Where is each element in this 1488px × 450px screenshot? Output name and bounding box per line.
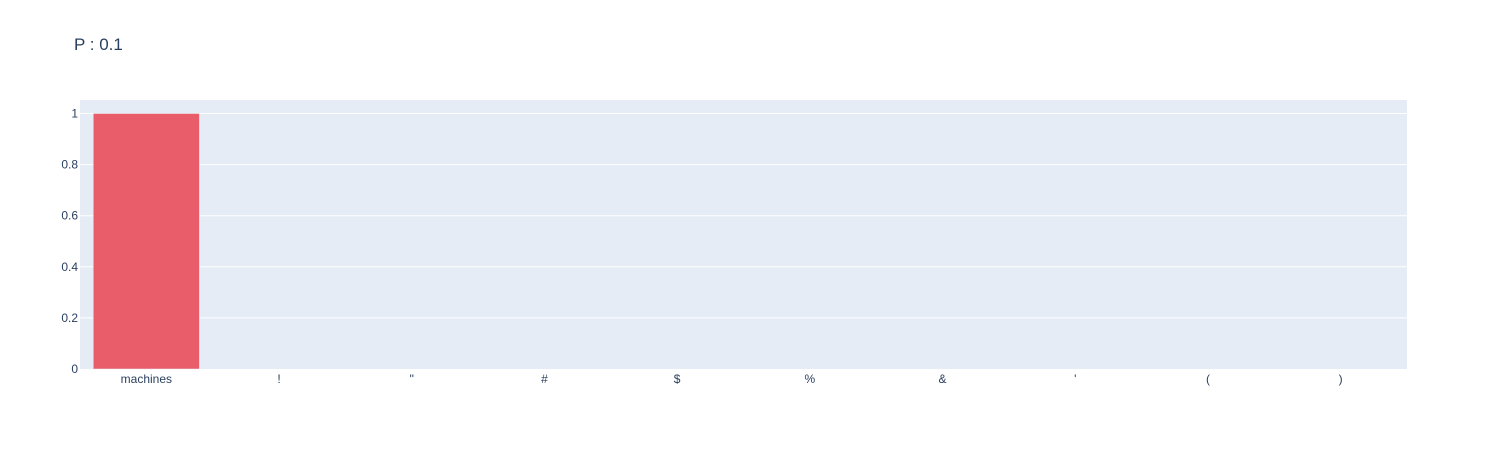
x-tick-label: % xyxy=(805,372,816,386)
y-tick-label: 0.6 xyxy=(61,209,78,223)
y-tick-label: 0.8 xyxy=(61,158,78,172)
y-tick-label: 0 xyxy=(71,362,78,376)
bar xyxy=(93,113,200,370)
y-tick-label: 0.2 xyxy=(61,311,78,325)
x-tick-label: & xyxy=(939,372,947,386)
x-tick-label: ! xyxy=(277,372,280,386)
bars xyxy=(93,113,200,370)
y-tick-label: 0.4 xyxy=(61,260,78,274)
x-tick-label: $ xyxy=(674,372,681,386)
gridlines xyxy=(80,113,1407,319)
x-tick-label: machines xyxy=(121,372,172,386)
y-tick-label: 1 xyxy=(71,107,78,121)
x-tick-label: # xyxy=(541,372,548,386)
x-axis-ticks: machines! " # $% & ' () xyxy=(121,372,1343,386)
plot-area xyxy=(80,100,1407,369)
x-tick-label: " xyxy=(410,372,414,386)
x-tick-label: ' xyxy=(1074,372,1076,386)
x-tick-label: ( xyxy=(1206,372,1210,386)
chart-title: P : 0.1 xyxy=(74,35,123,54)
y-axis-ticks: 0 0.2 0.4 0.6 0.8 1 xyxy=(61,107,78,377)
x-tick-label: ) xyxy=(1339,372,1343,386)
